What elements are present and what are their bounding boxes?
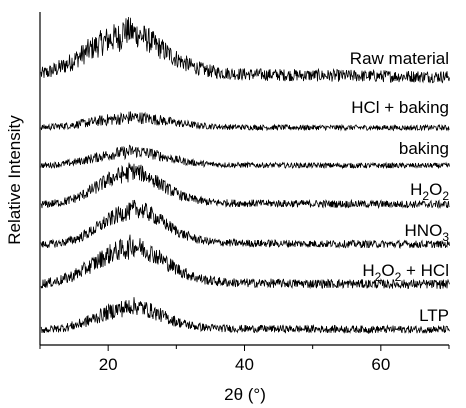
series-curve-5: [40, 234, 450, 290]
series-curves: [40, 16, 450, 335]
series-label-5: H2O2 + HCl: [362, 261, 449, 284]
series-labels: Raw material HCl + baking baking H2O2 HNO3 H2…: [350, 49, 450, 325]
series-label-2: baking: [399, 139, 449, 158]
series-curve-6: [40, 297, 450, 335]
series-curve-4: [40, 199, 450, 249]
series-label-6: LTP: [419, 306, 449, 325]
series-label-3: H2O2: [410, 180, 449, 203]
series-label-0: Raw material: [350, 49, 449, 68]
series-curve-1: [40, 111, 450, 132]
series-curve-0: [40, 16, 450, 84]
x-ticks: 20 40 60: [39, 345, 450, 374]
y-axis-title: Relative Intensity: [5, 115, 24, 245]
series-curve-2: [40, 144, 450, 170]
x-axis-title: 2θ (°): [224, 385, 266, 404]
series-curve-3: [40, 162, 450, 210]
x-tick-label: 20: [99, 355, 118, 374]
series-label-4: HNO3: [405, 221, 450, 244]
x-tick-label: 60: [371, 355, 390, 374]
series-label-1: HCl + baking: [351, 98, 449, 117]
x-tick-label: 40: [235, 355, 254, 374]
